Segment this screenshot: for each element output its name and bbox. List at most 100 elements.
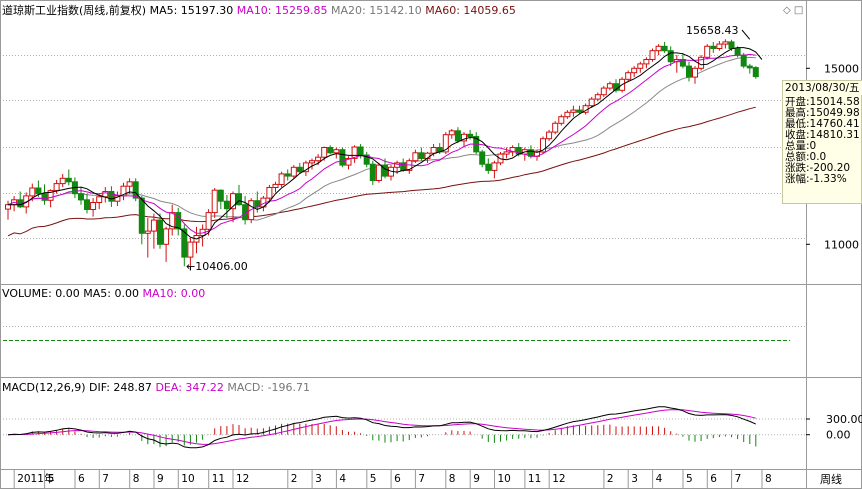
x-axis-label: 5 [48, 473, 55, 485]
candle-down [84, 199, 90, 211]
x-axis-label: 7 [102, 473, 109, 485]
macd-value: MACD: -196.71 [227, 381, 311, 394]
candle-up [169, 212, 176, 230]
x-axis-label: 2 [291, 473, 298, 485]
candle-up [570, 109, 577, 113]
ma60-line [7, 106, 756, 237]
candle-down [369, 163, 376, 181]
candle-up [187, 241, 194, 258]
candle-up [96, 196, 103, 204]
candle-down [382, 164, 388, 177]
candle-up [333, 149, 340, 154]
period-label[interactable]: 周线 [820, 473, 842, 486]
arrow-left-icon: ← [186, 260, 196, 273]
x-axis-label: 11 [212, 473, 225, 485]
candle-down [65, 177, 72, 183]
candle-up [144, 230, 151, 234]
candle-up [290, 166, 297, 177]
candle-up [351, 146, 358, 159]
candle-up [606, 83, 613, 89]
info-high: 最高:15049.98 [785, 107, 860, 119]
candle-down [327, 147, 334, 154]
candle-up [540, 138, 546, 153]
candle-down [734, 48, 741, 56]
ma10-line [7, 53, 756, 234]
dif-line [7, 406, 757, 449]
candle-up [59, 177, 66, 185]
info-volume: 总量:0 [785, 140, 817, 152]
corner-icons: ◇ □ [783, 5, 803, 16]
diamond-icon[interactable]: ◇ [783, 5, 791, 16]
ma5-line [8, 47, 763, 240]
x-axis-label: 9 [157, 473, 164, 485]
candle-up [692, 67, 698, 78]
candle-down [710, 45, 717, 49]
square-icon[interactable]: □ [793, 5, 804, 16]
candle-down [485, 163, 492, 171]
x-axis-label: 6 [394, 473, 401, 485]
candle-up [375, 164, 382, 182]
low-annotation: ←10406.00 [186, 260, 248, 273]
candle-down [686, 65, 692, 78]
x-axis-label: 8 [449, 473, 456, 485]
candle-up [266, 187, 273, 199]
candle-up [47, 190, 54, 201]
x-axis-label: 4 [656, 473, 663, 485]
x-axis-label: 10 [181, 473, 194, 485]
dif-value: DIF: 248.87 [89, 381, 152, 394]
candle-down [41, 193, 48, 201]
x-axis-label: 7 [735, 473, 742, 485]
candle-up [278, 173, 285, 185]
candle-up [722, 41, 729, 45]
candle-down [728, 41, 735, 50]
candle-down [181, 228, 188, 258]
candle-down [78, 193, 84, 201]
candle-down [752, 67, 759, 78]
candle-up [345, 158, 352, 166]
candle-down [454, 130, 461, 142]
candle-up [211, 189, 218, 214]
candle-up [412, 152, 419, 162]
x-axis-label: 9 [473, 473, 480, 485]
candle-down [284, 173, 291, 177]
x-axis-label: 11 [528, 473, 541, 485]
price-axis-label: 15000 [824, 62, 859, 75]
info-amount: 总额:0.0 [785, 151, 827, 163]
candle-down [479, 151, 486, 165]
candle-down [223, 200, 230, 210]
candle-up [716, 43, 723, 49]
candle-up [205, 212, 212, 230]
candle-up [315, 156, 322, 162]
candle-up [163, 228, 170, 245]
ma60-legend: MA60: 14059.65 [425, 4, 516, 17]
candle-up [5, 204, 11, 210]
candle-up [564, 111, 571, 118]
candle-down [467, 133, 474, 138]
x-axis-label: 8 [133, 473, 140, 485]
info-date: 2013/08/30/五 [783, 81, 862, 95]
candle-up [126, 181, 133, 187]
x-axis-label: 7 [418, 473, 425, 485]
candle-up [309, 160, 315, 164]
candle-down [108, 191, 115, 202]
candle-down [363, 154, 370, 165]
ma10-legend: MA10: 15259.85 [236, 4, 328, 17]
candle-up [448, 130, 455, 136]
price-axis-label: 11000 [824, 238, 859, 251]
x-axis-label: 6 [78, 473, 85, 485]
candle-down [418, 152, 425, 160]
candle-down [175, 212, 182, 230]
macd-title: MACD(12,26,9) [2, 381, 86, 394]
candle-up [302, 162, 309, 173]
volume-legend: VOLUME: 0.00 MA5: 0.00 MA10: 0.00 [2, 287, 205, 300]
macd-axis-label: 0.00 [826, 429, 851, 442]
high-annotation: 15658.43 [686, 24, 739, 37]
candle-up [503, 151, 510, 155]
candle-down [576, 109, 583, 113]
candle-up [114, 195, 121, 202]
candle-down [132, 181, 139, 199]
x-axis-label: 2011年 [17, 472, 54, 485]
macd-legend: MACD(12,26,9) DIF: 248.87 DEA: 347.22 MA… [2, 381, 310, 394]
